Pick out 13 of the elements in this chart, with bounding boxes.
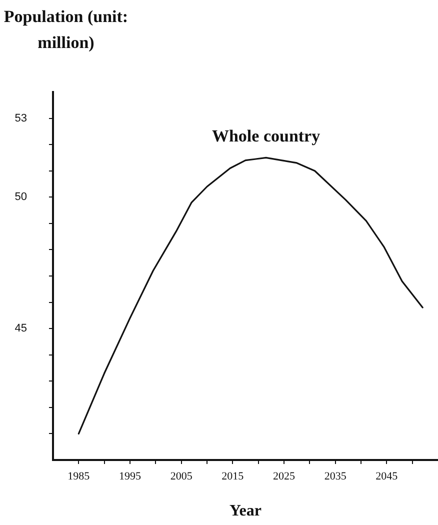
x-tick-label: 2035 xyxy=(324,470,347,482)
x-tick-label: 2005 xyxy=(170,470,193,482)
y-tick-label: 50 xyxy=(14,191,27,204)
x-tick-label: 1985 xyxy=(68,470,90,482)
series-label: Whole country xyxy=(212,126,321,146)
x-axis-title: Year xyxy=(230,502,262,520)
y-tick-label: 45 xyxy=(14,322,27,335)
y-tick-label: 53 xyxy=(14,112,27,124)
x-tick-label: 2025 xyxy=(273,470,296,482)
x-tick-label: 2045 xyxy=(376,470,398,482)
x-tick-label: 1995 xyxy=(119,470,142,482)
x-tick-label: 2015 xyxy=(222,470,244,482)
y-axis-title: Population (unit: million) xyxy=(2,6,130,54)
